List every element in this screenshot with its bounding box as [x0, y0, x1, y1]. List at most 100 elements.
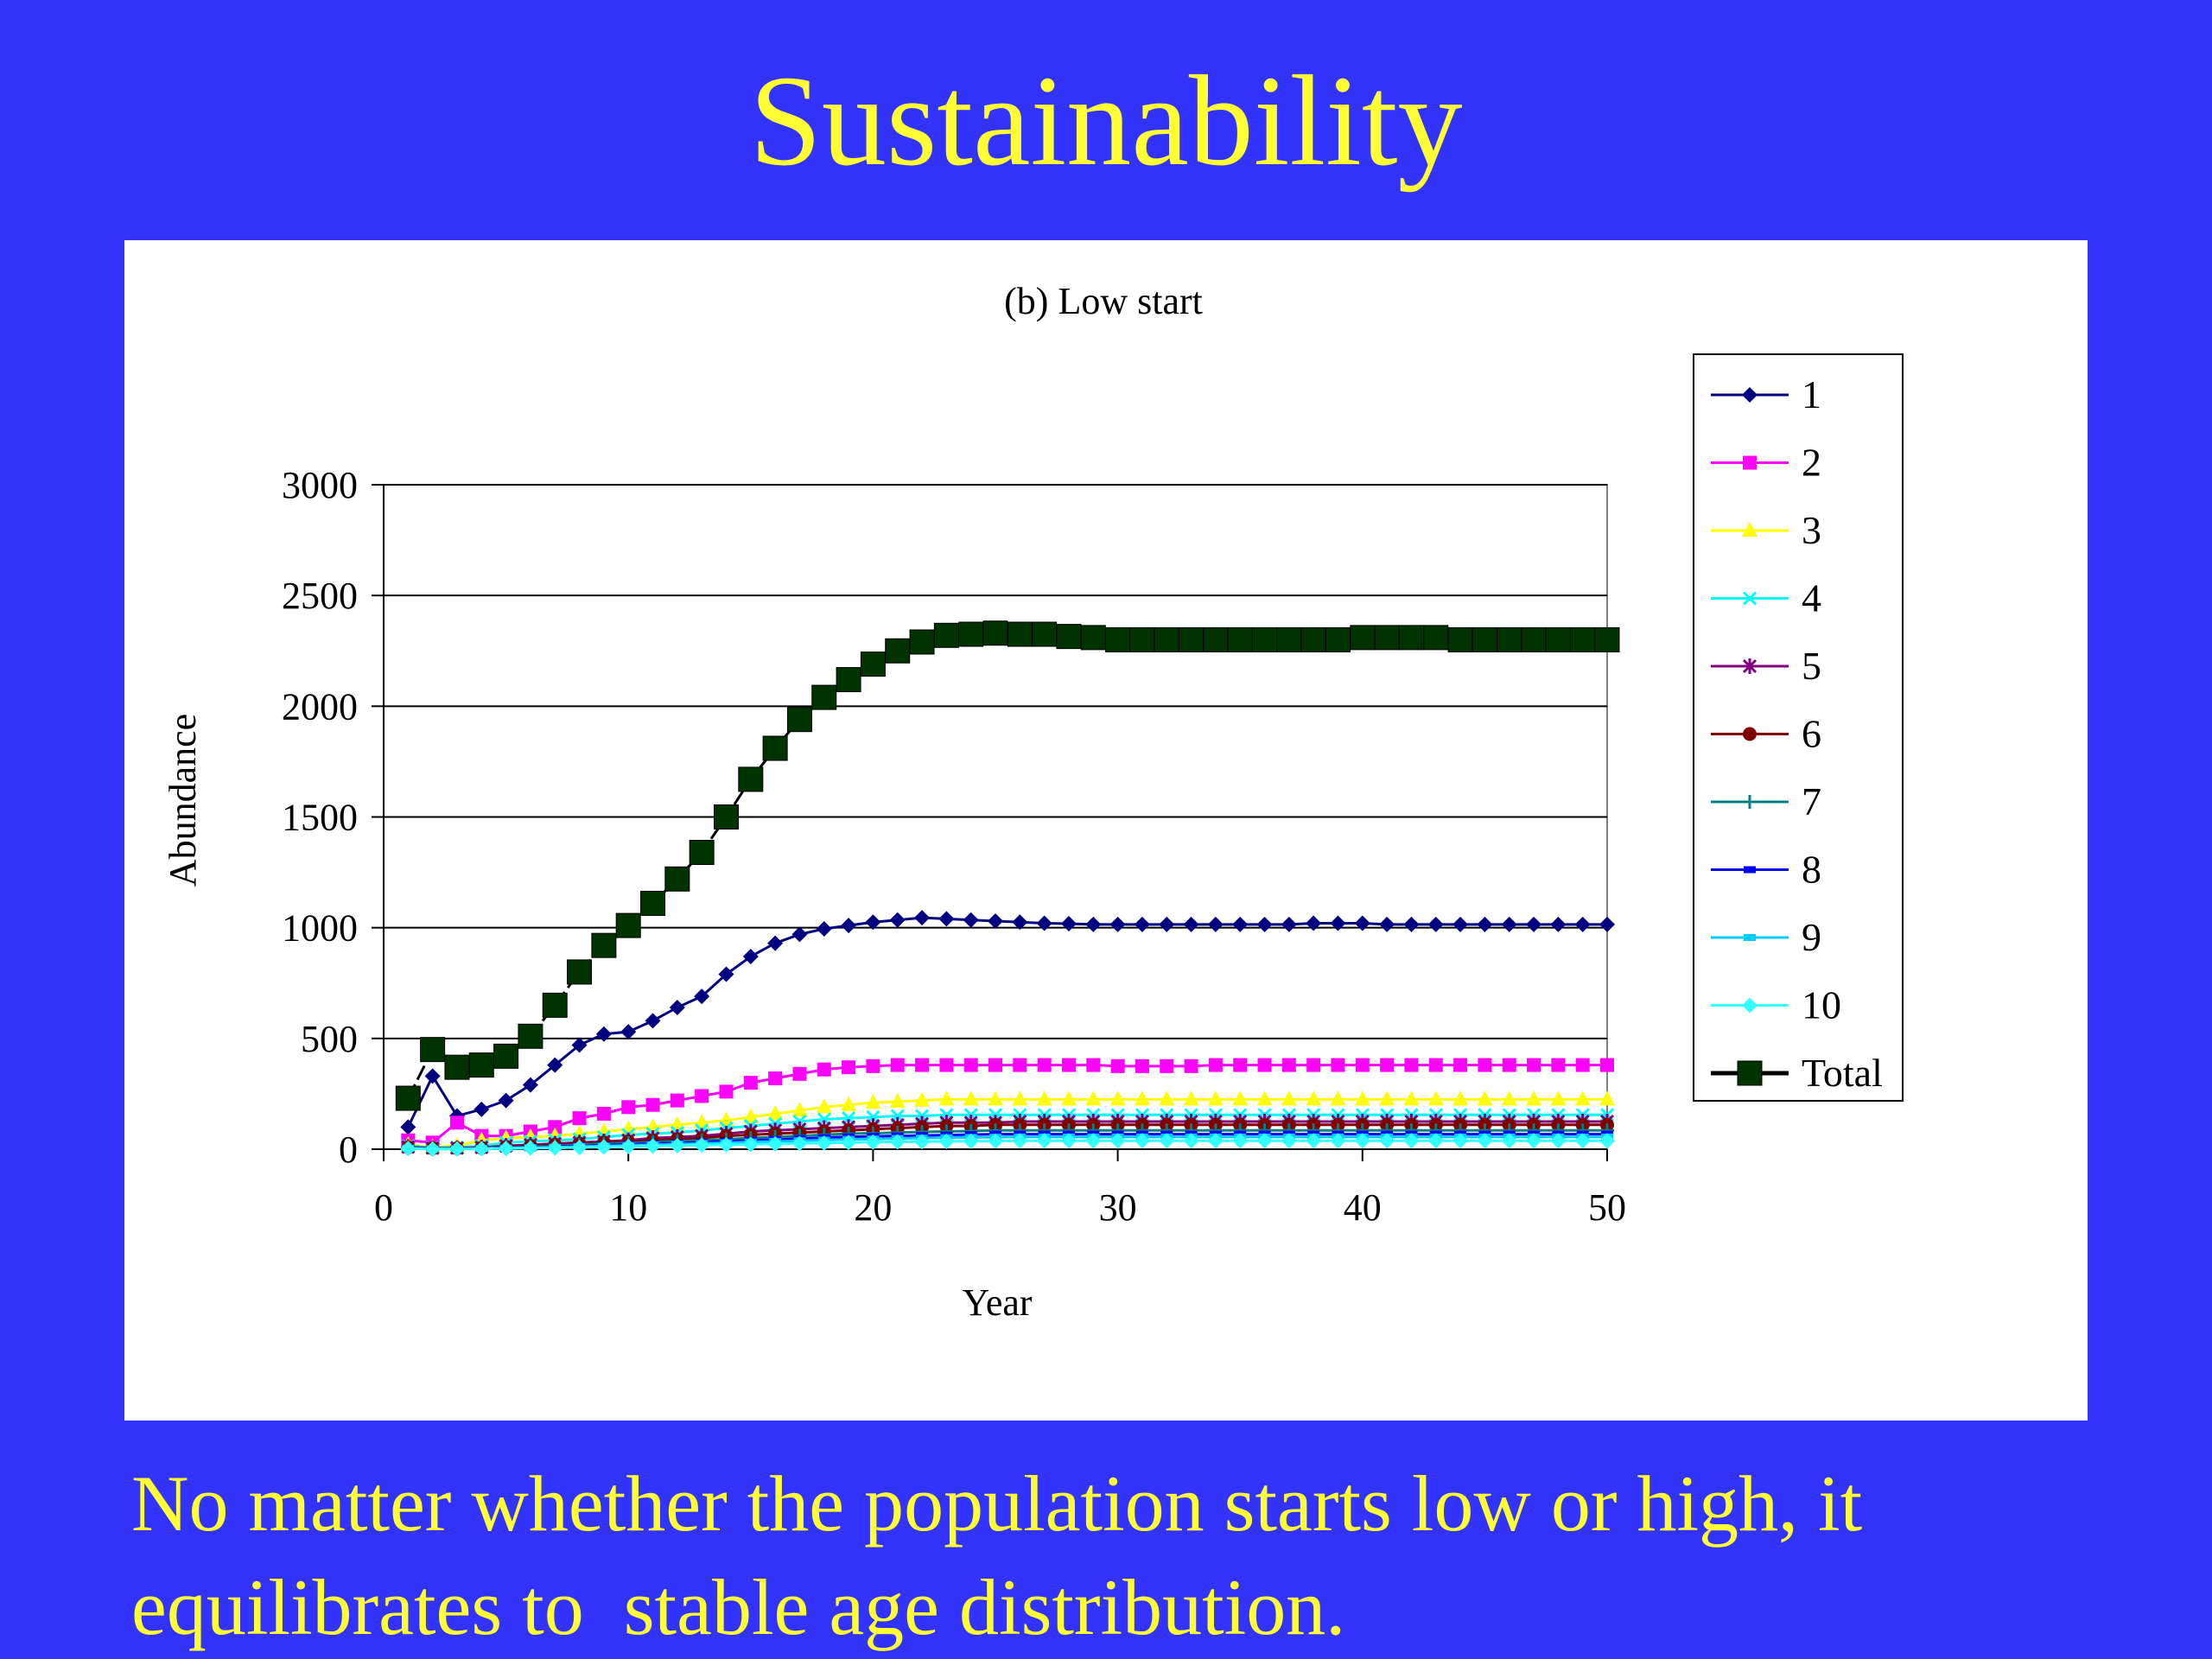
data-point: [1208, 1058, 1223, 1072]
data-point: [567, 959, 593, 985]
data-point: [1134, 1090, 1150, 1106]
data-point: [1060, 1090, 1077, 1106]
data-point: [1398, 625, 1424, 651]
data-point: [645, 1138, 661, 1154]
data-point: [1497, 626, 1522, 652]
data-point: [1281, 1058, 1296, 1072]
data-point: [615, 912, 641, 938]
data-point: [645, 1013, 661, 1029]
data-point: [889, 912, 906, 928]
data-point: [468, 1052, 494, 1078]
data-point: [1159, 1090, 1175, 1106]
data-point: [1061, 1058, 1076, 1072]
data-point: [424, 1141, 441, 1157]
data-point: [963, 1133, 979, 1149]
legend-item-5: 5: [1711, 644, 1821, 688]
legend-item-1: 1: [1711, 372, 1821, 416]
y-tick-label: 1500: [282, 797, 358, 839]
series-2: [401, 1058, 1614, 1150]
data-point: [866, 1058, 880, 1073]
data-point: [885, 638, 911, 664]
series-total: [395, 620, 1620, 1111]
data-point: [1575, 1058, 1590, 1072]
data-point: [1403, 916, 1420, 932]
data-point: [1325, 626, 1351, 652]
legend-swatch-marker: [1742, 387, 1758, 403]
data-point: [1354, 915, 1370, 931]
legend-swatch-marker: [1744, 934, 1756, 941]
legend-label: 5: [1802, 644, 1821, 688]
legend-swatch-marker: [1742, 591, 1758, 606]
data-point: [836, 667, 861, 693]
data-point: [1526, 1133, 1542, 1149]
data-point: [1007, 621, 1033, 647]
y-axis-label: Abundance: [162, 714, 204, 887]
data-point: [424, 1068, 441, 1084]
data-point: [1135, 1058, 1149, 1073]
data-point: [620, 1138, 637, 1154]
x-axis-label: Year: [962, 1281, 1032, 1324]
data-point: [669, 1137, 685, 1154]
data-point: [1374, 625, 1400, 651]
data-point: [1036, 915, 1052, 931]
x-tick-label: 50: [1588, 1186, 1626, 1229]
data-point: [1453, 1058, 1468, 1072]
data-point: [958, 621, 984, 647]
legend-swatch-marker: [1742, 522, 1758, 537]
data-point: [400, 1141, 416, 1157]
data-point: [1012, 1133, 1028, 1149]
data-point: [1550, 1090, 1567, 1106]
data-point: [669, 999, 685, 1015]
data-point: [1183, 916, 1199, 932]
data-point: [1232, 1133, 1249, 1149]
data-point: [938, 1090, 955, 1106]
data-point: [743, 1076, 758, 1090]
data-point: [890, 1058, 905, 1072]
data-point: [841, 1135, 857, 1151]
data-point: [938, 911, 955, 927]
data-point: [1060, 916, 1077, 932]
data-point: [1306, 1090, 1322, 1106]
data-point: [1032, 621, 1058, 647]
y-tick-label: 2500: [282, 575, 358, 617]
data-point: [713, 804, 739, 830]
data-point: [841, 1096, 857, 1111]
legend-swatch-marker: [1742, 658, 1758, 674]
data-point: [791, 926, 808, 943]
data-point: [474, 1141, 490, 1157]
data-point: [571, 1139, 588, 1155]
data-point: [1179, 626, 1205, 652]
data-point: [963, 912, 979, 928]
legend-item-7: 7: [1711, 779, 1821, 823]
data-point: [695, 1089, 709, 1103]
data-point: [1110, 1058, 1125, 1073]
data-point: [914, 1134, 931, 1150]
data-point: [791, 1102, 808, 1117]
data-point: [498, 1141, 514, 1157]
data-point: [1159, 1133, 1175, 1149]
legend-label: 1: [1802, 372, 1821, 416]
data-point: [817, 1062, 831, 1077]
data-point: [1331, 1058, 1345, 1072]
data-point: [767, 1104, 784, 1120]
data-point: [1354, 1133, 1370, 1149]
data-point: [400, 1119, 416, 1135]
data-point: [1207, 916, 1224, 932]
data-point: [1086, 1058, 1101, 1072]
data-point: [860, 652, 886, 677]
data-point: [596, 1106, 611, 1121]
data-point: [493, 1043, 519, 1069]
data-point: [767, 1135, 784, 1152]
data-point: [1526, 916, 1542, 932]
data-point: [645, 1097, 660, 1112]
x-tick-label: 20: [854, 1186, 892, 1229]
x-tick-label: 40: [1344, 1186, 1382, 1229]
y-tick-label: 500: [301, 1018, 358, 1060]
data-point: [811, 684, 837, 710]
data-point: [1452, 1133, 1469, 1149]
data-point: [889, 1092, 906, 1108]
data-point: [1159, 916, 1175, 932]
data-point: [621, 1100, 636, 1115]
legend-label: 8: [1802, 848, 1821, 892]
data-point: [1012, 914, 1028, 931]
